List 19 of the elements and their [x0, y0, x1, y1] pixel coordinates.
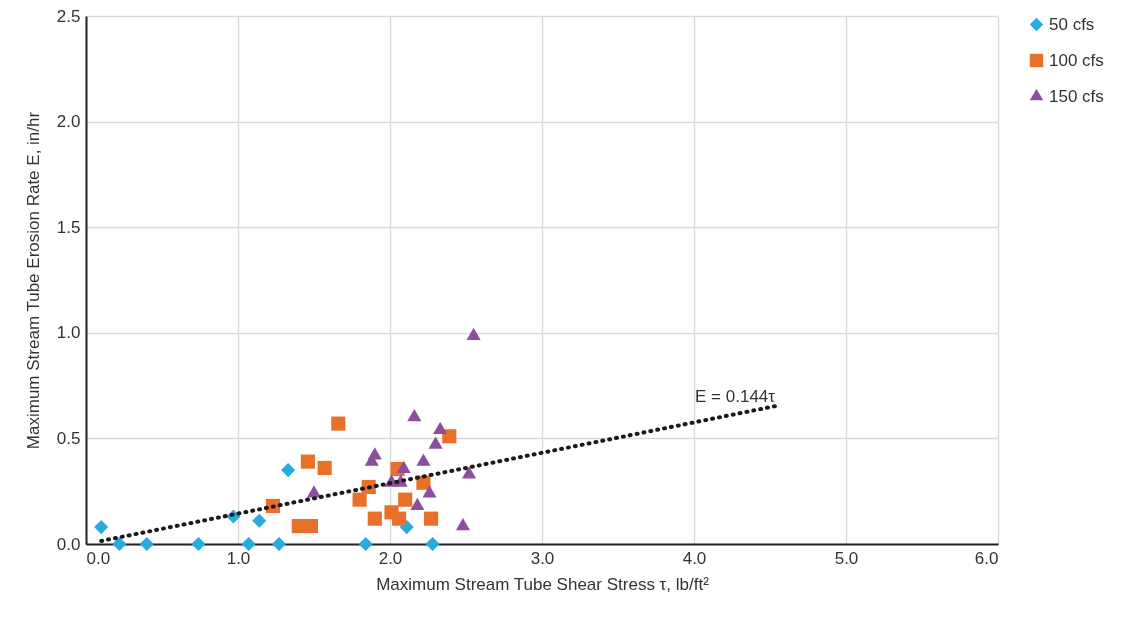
x-tick-label: 1.0	[226, 548, 251, 568]
y-tick-label: 1.5	[56, 217, 81, 237]
x-tick-label: 2.0	[378, 548, 403, 568]
annotation: E = 0.144τ	[695, 386, 776, 406]
legend-label: 150 cfs	[1049, 86, 1104, 106]
y-tick-label: 1.0	[56, 323, 81, 343]
x-tick-label: 3.0	[530, 548, 555, 568]
y-tick-label: 2.0	[56, 112, 81, 132]
x-axis-title: Maximum Stream Tube Shear Stress τ, lb/ft²	[376, 574, 710, 594]
x-tick-label: 5.0	[834, 548, 859, 568]
y-tick-label: 0.0	[56, 534, 81, 554]
x-tick-label: 4.0	[682, 548, 707, 568]
x-tick-label: 6.0	[974, 548, 999, 568]
legend-label: 50 cfs	[1049, 14, 1095, 34]
legend-label: 100 cfs	[1049, 50, 1104, 70]
y-axis-title: Maximum Stream Tube Erosion Rate E, in/hr	[23, 111, 43, 450]
y-tick-label: 0.5	[56, 428, 81, 448]
x-tick-label: 0.0	[86, 548, 111, 568]
y-tick-label: 2.5	[56, 6, 81, 26]
